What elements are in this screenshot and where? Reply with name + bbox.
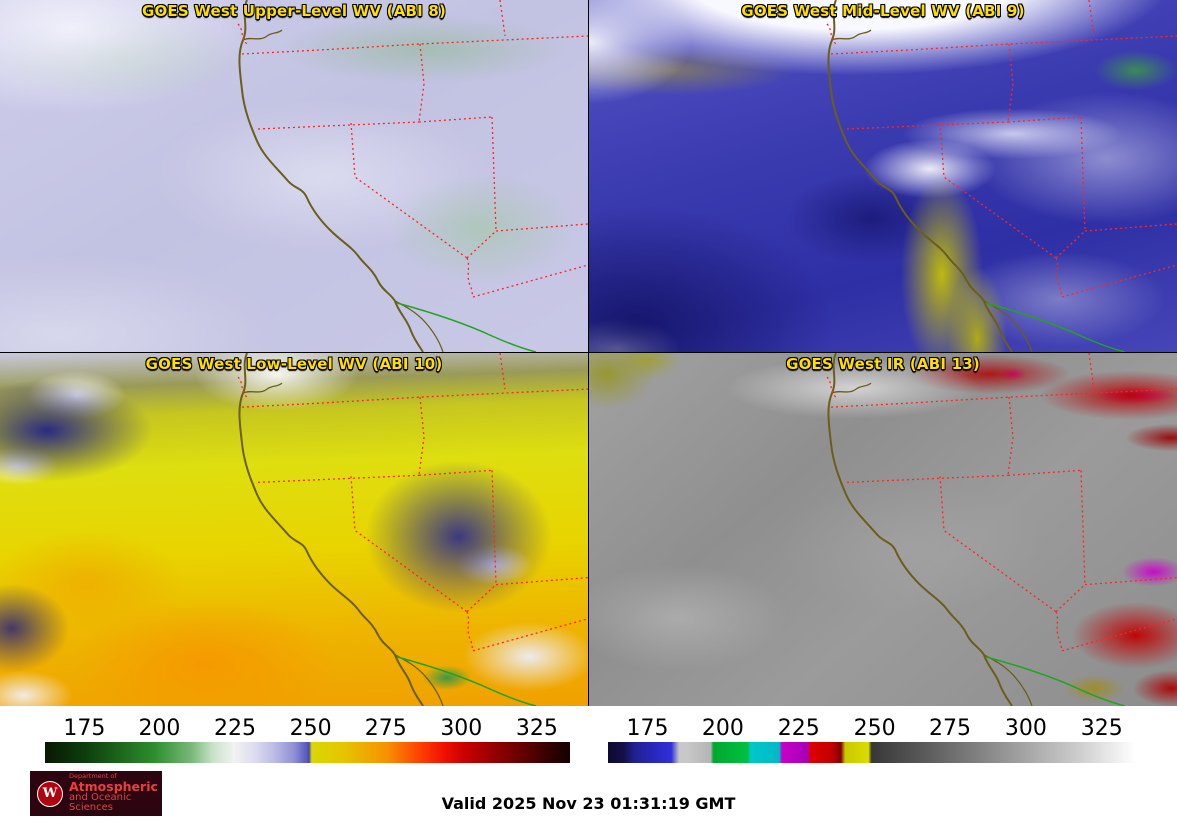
panel-upper-level-wv: GOES West Upper-Level WV (ABI 8) [0, 0, 588, 352]
colorbar-tick: 300 [1004, 716, 1047, 741]
map-borders-overlay [236, 353, 588, 706]
logo-text: Department of Atmospheric and Oceanic Sc… [69, 773, 158, 814]
colorbar-tick: 250 [853, 716, 896, 741]
panel-low-level-wv: GOES West Low-Level WV (ABI 10) [0, 353, 588, 706]
valid-timestamp: Valid 2025 Nov 23 01:31:19 GMT [441, 794, 736, 813]
panel-ir: GOES West IR (ABI 13) [589, 353, 1177, 706]
ir-colorbar-legend: 175 200 225 250 275 300 325 [608, 708, 1135, 763]
map-borders-overlay [825, 353, 1177, 706]
wv-colorbar-ticks: 175 200 225 250 275 300 325 [45, 708, 570, 742]
aos-department-logo: W Department of Atmospheric and Oceanic … [30, 771, 162, 816]
panel-title-mid-level-wv: GOES West Mid-Level WV (ABI 9) [741, 2, 1025, 20]
ir-colorbar [608, 742, 1135, 763]
colorbar-tick: 300 [440, 716, 483, 741]
ir-colorbar-ticks: 175 200 225 250 275 300 325 [608, 708, 1135, 742]
map-borders-overlay [237, 0, 588, 352]
logo-line-2: Atmospheric [69, 778, 158, 794]
logo-line-3: and Oceanic Sciences [69, 791, 132, 814]
colorbar-tick: 250 [289, 716, 332, 741]
colorbar-tick: 325 [1080, 716, 1123, 741]
colorbar-tick: 275 [364, 716, 407, 741]
wv-colorbar-legend: 175 200 225 250 275 300 325 [45, 708, 570, 763]
panel-mid-level-wv: GOES West Mid-Level WV (ABI 9) [589, 0, 1177, 352]
wv-colorbar [45, 742, 570, 763]
panel-title-low-level-wv: GOES West Low-Level WV (ABI 10) [145, 355, 443, 373]
colorbar-tick: 275 [929, 716, 972, 741]
map-borders-overlay [826, 0, 1177, 352]
quad-panel-grid: GOES West Upper-Level WV (ABI 8) GOES We… [0, 0, 1177, 706]
colorbar-tick: 200 [701, 716, 744, 741]
colorbar-tick: 175 [63, 716, 106, 741]
uw-crest-icon: W [37, 780, 63, 807]
colorbar-tick: 200 [138, 716, 181, 741]
legend-area: 175 200 225 250 275 300 325 175 200 225 … [0, 706, 1177, 820]
panel-title-upper-level-wv: GOES West Upper-Level WV (ABI 8) [141, 2, 447, 20]
logo-line-1: Department of [69, 772, 117, 781]
colorbar-tick: 225 [777, 716, 820, 741]
panel-title-ir: GOES West IR (ABI 13) [786, 355, 980, 373]
colorbar-tick: 225 [214, 716, 257, 741]
colorbar-tick: 325 [515, 716, 558, 741]
colorbar-tick: 175 [626, 716, 669, 741]
